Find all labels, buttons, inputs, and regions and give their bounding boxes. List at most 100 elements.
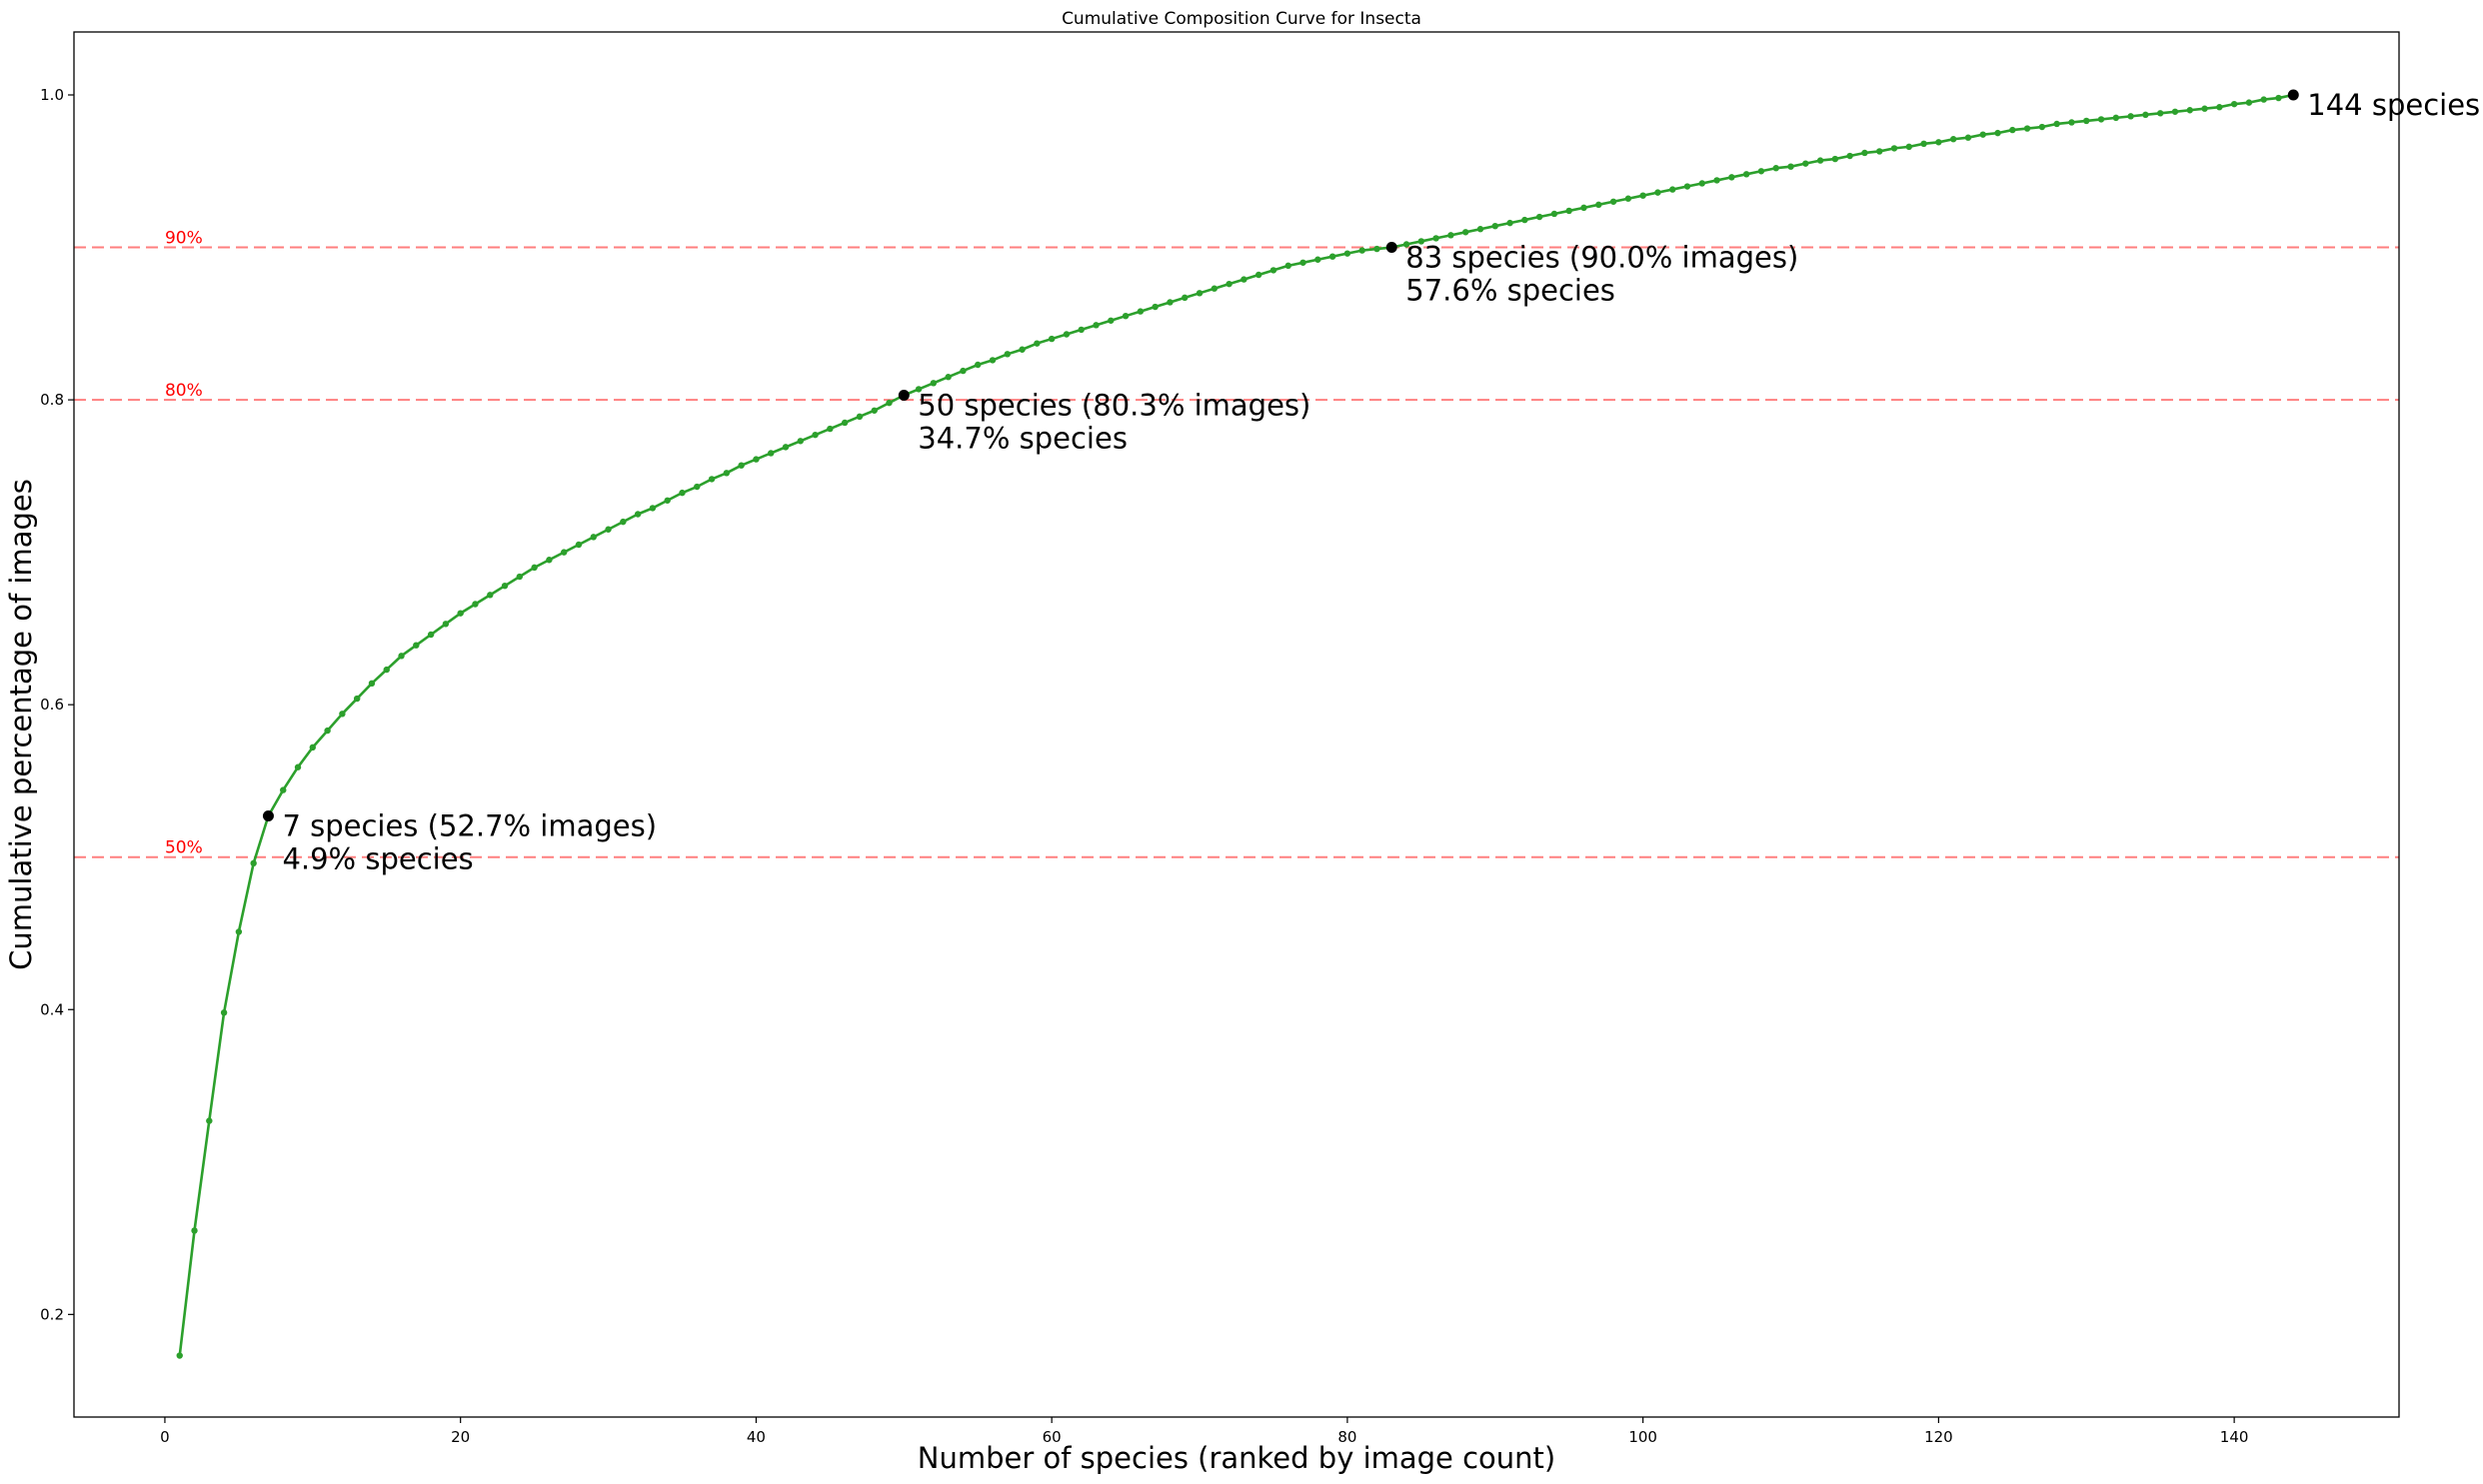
- data-point: [1728, 174, 1735, 181]
- data-point: [649, 505, 657, 512]
- data-point: [1772, 165, 1779, 172]
- data-point: [1742, 171, 1750, 178]
- key-point-label: 7 species (52.7% images): [282, 809, 657, 843]
- data-point: [1167, 299, 1174, 306]
- data-point: [2023, 125, 2031, 132]
- data-point: [1669, 186, 1676, 193]
- data-point: [945, 374, 952, 381]
- data-point: [975, 361, 982, 369]
- key-point-label: 83 species (90.0% images): [1405, 241, 1798, 275]
- x-tick-label: 40: [747, 1428, 766, 1446]
- data-point: [1802, 160, 1809, 167]
- data-point: [1935, 139, 1942, 146]
- data-point: [1920, 140, 1927, 148]
- data-point: [1314, 256, 1321, 263]
- data-point: [575, 541, 583, 549]
- data-point: [1034, 340, 1041, 347]
- data-point: [1063, 331, 1071, 338]
- x-tick-label: 20: [451, 1428, 470, 1446]
- data-point: [1019, 346, 1026, 353]
- data-point: [856, 413, 864, 421]
- data-point: [206, 1117, 213, 1124]
- data-point: [1816, 157, 1824, 164]
- data-point: [1521, 216, 1528, 224]
- x-tick-label: 120: [1924, 1428, 1953, 1446]
- data-point: [1048, 335, 1056, 343]
- data-point: [1550, 210, 1558, 218]
- data-point: [546, 557, 553, 564]
- data-point: [1846, 152, 1853, 160]
- axes: 0 20 40 60 80 100 120 140 0.2 0.4 0.6 0.8 1.0: [40, 86, 2248, 1446]
- data-point: [1284, 262, 1291, 270]
- data-point: [2127, 113, 2134, 120]
- threshold-label: 80%: [165, 381, 203, 401]
- data-point: [427, 631, 435, 639]
- data-point: [1417, 238, 1425, 245]
- plot-frame: [73, 31, 2400, 1418]
- data-point: [1343, 250, 1351, 257]
- data-point: [1078, 326, 1085, 334]
- data-point: [368, 680, 376, 688]
- data-point: [1787, 163, 1794, 170]
- data-point: [738, 462, 745, 469]
- y-tick-label: 0.8: [40, 391, 64, 409]
- data-point: [708, 476, 716, 483]
- data-point: [383, 666, 390, 674]
- data-point: [1152, 303, 1159, 311]
- data-point: [1491, 222, 1498, 230]
- chart-title: Cumulative Composition Curve for Insecta: [1062, 9, 1421, 29]
- data-point: [1108, 317, 1115, 324]
- data-point: [1004, 351, 1012, 358]
- data-point: [1580, 204, 1587, 212]
- data-point: [1328, 253, 1336, 260]
- data-point: [442, 621, 450, 628]
- data-point: [176, 1352, 183, 1359]
- data-point: [871, 407, 878, 414]
- data-point: [516, 573, 524, 581]
- data-point: [812, 431, 819, 439]
- data-point: [1757, 168, 1765, 175]
- data-point: [1949, 136, 1957, 143]
- data-point: [620, 518, 627, 526]
- data-point: [2112, 114, 2120, 122]
- data-point: [2097, 116, 2105, 123]
- data-point: [723, 470, 731, 477]
- data-point: [353, 695, 361, 703]
- data-point: [590, 534, 597, 541]
- data-point: [886, 399, 893, 407]
- data-point: [1994, 129, 2001, 137]
- data-point: [694, 483, 701, 491]
- x-tick-label: 80: [1337, 1428, 1356, 1446]
- y-tick-label: 0.4: [40, 1000, 64, 1018]
- data-point: [1269, 267, 1277, 274]
- data-point: [1595, 201, 1602, 209]
- data-point: [324, 727, 331, 735]
- data-point: [841, 419, 849, 427]
- data-point: [250, 859, 257, 867]
- data-point: [1979, 131, 1986, 138]
- key-point-marker: [1385, 242, 1397, 254]
- data-point: [1432, 235, 1439, 242]
- data-point: [1831, 155, 1839, 163]
- data-point: [235, 928, 243, 935]
- data-point: [2245, 99, 2253, 106]
- data-point: [2038, 123, 2046, 131]
- data-point: [2260, 96, 2267, 103]
- data-point: [605, 526, 612, 533]
- data-point: [1196, 290, 1204, 297]
- data-point: [1609, 198, 1617, 205]
- data-point: [531, 564, 538, 572]
- key-point-sublabel: 34.7% species: [918, 422, 1128, 456]
- data-point: [2156, 110, 2164, 117]
- data-point: [1861, 149, 1868, 157]
- data-point: [1535, 213, 1543, 221]
- data-point: [1241, 276, 1247, 283]
- key-point-marker: [898, 390, 910, 402]
- y-tick-label: 0.6: [40, 696, 64, 714]
- data-point: [1447, 232, 1454, 239]
- data-point: [487, 592, 494, 599]
- data-point: [1182, 294, 1189, 302]
- data-point: [782, 444, 790, 451]
